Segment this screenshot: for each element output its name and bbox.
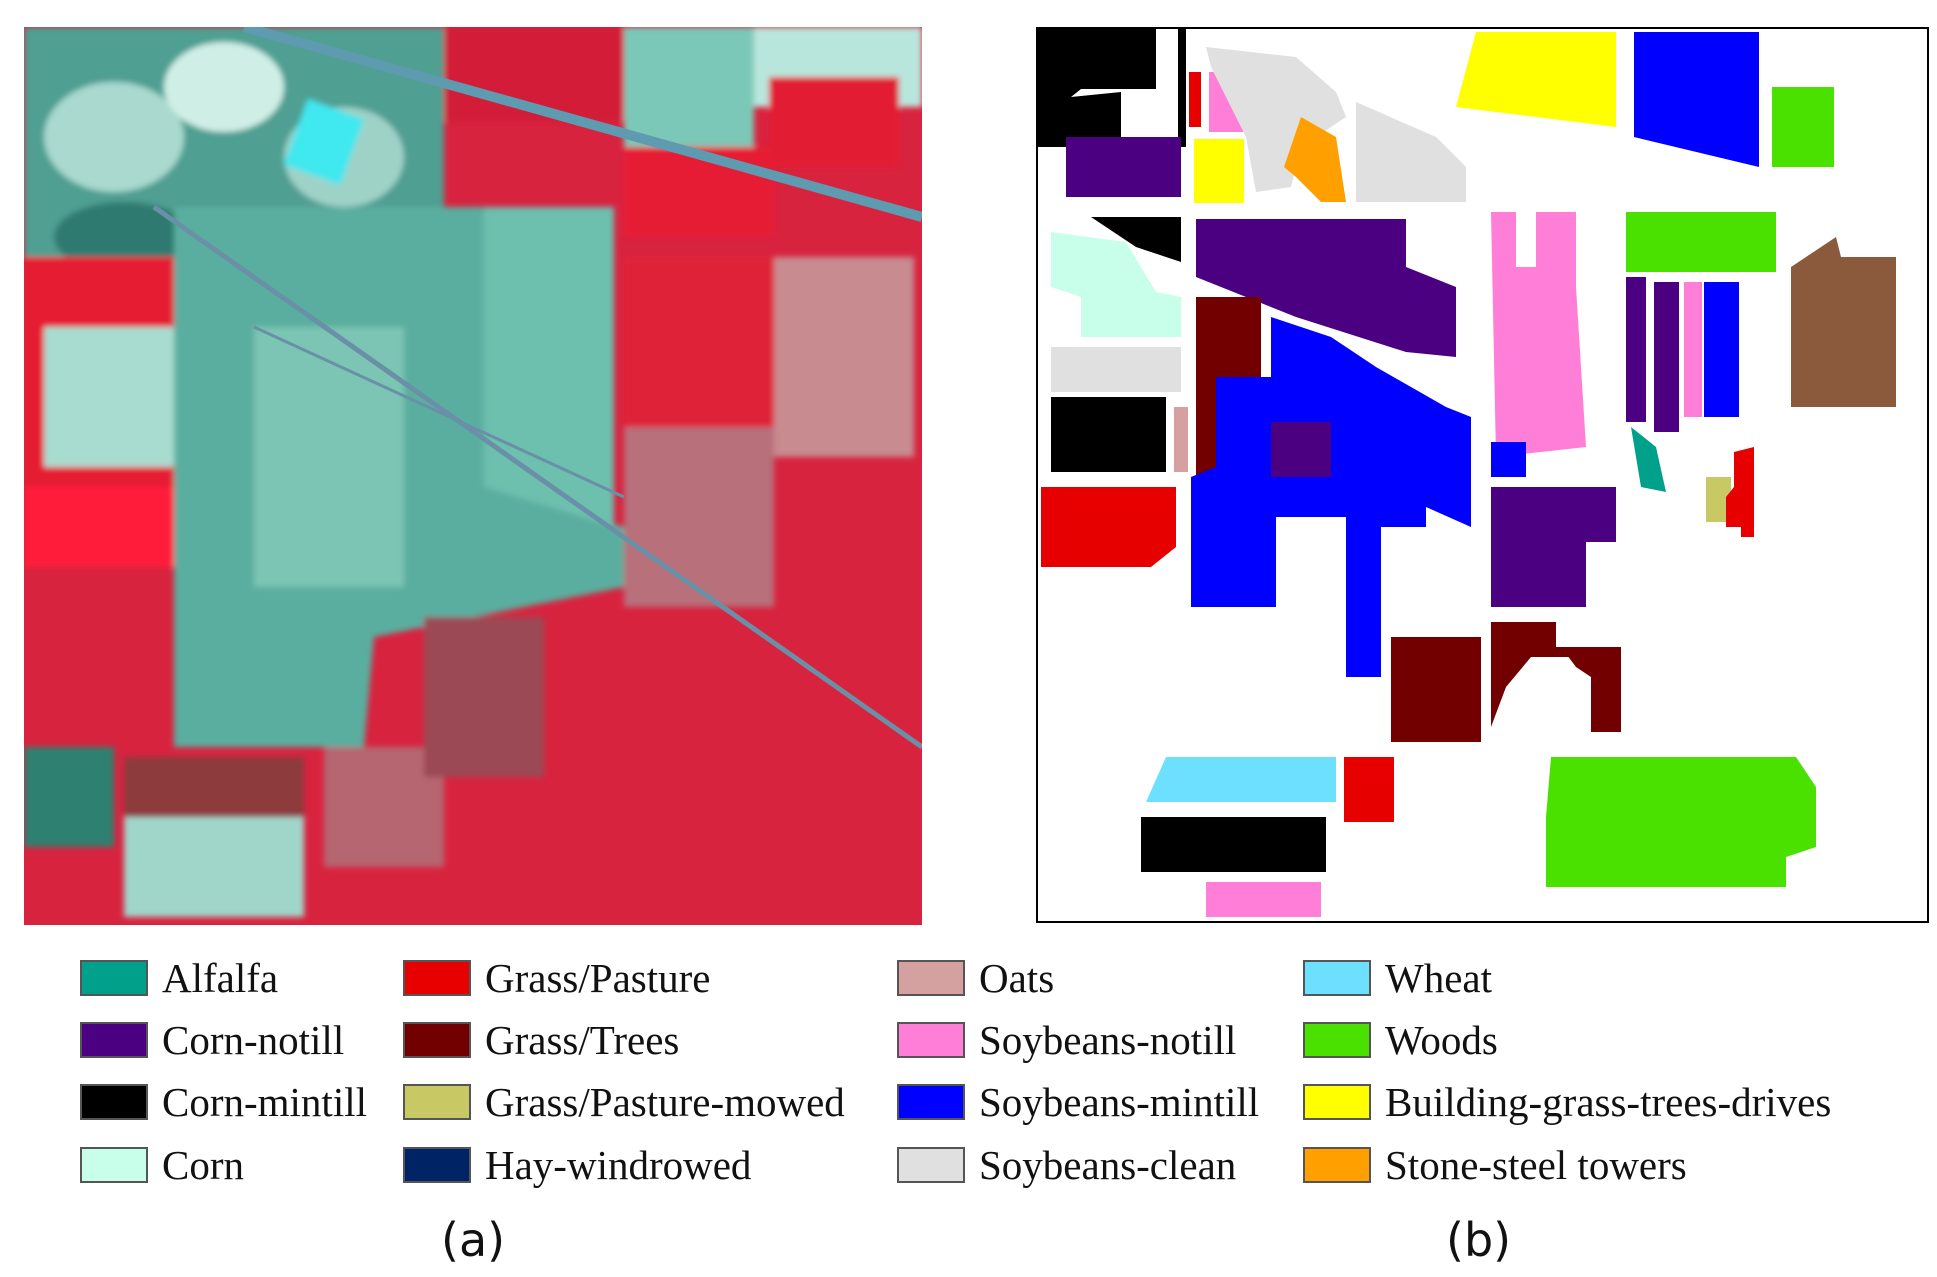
legend-item: Building-grass-trees-drives [1303, 1080, 1831, 1124]
legend-swatch [403, 960, 471, 996]
class-region-soybeans-mintill [1191, 317, 1471, 677]
legend-item: Soybeans-clean [897, 1143, 1236, 1187]
legend-item: Soybeans-notill [897, 1018, 1236, 1062]
class-region-oats [1174, 407, 1188, 472]
legend-item: Corn-mintill [80, 1080, 367, 1124]
class-region-soybeans-clean [1206, 47, 1346, 192]
class-region-grass-pasture [1726, 447, 1754, 537]
class-region-corn-mintill [1038, 29, 1156, 89]
class-region-corn-mintill [1051, 397, 1166, 472]
legend-swatch [403, 1022, 471, 1058]
legend-label: Stone-steel towers [1385, 1141, 1687, 1188]
legend-swatch [897, 1147, 965, 1183]
legend-item: Hay-windrowed [403, 1143, 751, 1187]
class-region-corn-notill [1271, 422, 1331, 477]
legend-swatch [403, 1147, 471, 1183]
class-region-soybeans-notill [1206, 882, 1321, 917]
legend-label: Oats [979, 954, 1055, 1001]
class-region-grass-trees [1391, 637, 1481, 742]
class-region-corn-notill [1066, 137, 1181, 197]
class-region-soybeans-mintill [1704, 282, 1739, 417]
legend-label: Corn-mintill [162, 1078, 367, 1125]
legend-label: Building-grass-trees-drives [1385, 1078, 1832, 1125]
class-region-soybeans-notill [1684, 282, 1702, 417]
legend-label: Hay-windrowed [485, 1141, 752, 1188]
class-region-wheat [1146, 757, 1336, 802]
legend-item: Stone-steel towers [1303, 1143, 1687, 1187]
legend-item: Grass/Pasture-mowed [403, 1080, 845, 1124]
legend-label: Grass/Pasture [485, 954, 711, 1001]
legend-label: Corn [162, 1141, 244, 1188]
class-region-corn-notill [1196, 219, 1456, 357]
class-region-soybeans-notill [1491, 212, 1586, 457]
legend-swatch [403, 1084, 471, 1120]
legend-label: Grass/Pasture-mowed [485, 1078, 845, 1125]
legend-swatch [1303, 960, 1371, 996]
class-region-corn-notill [1654, 282, 1679, 432]
legend-label: Corn-notill [162, 1016, 345, 1063]
legend-item: Corn-notill [80, 1018, 344, 1062]
legend-swatch [80, 1084, 148, 1120]
legend-label: Soybeans-clean [979, 1141, 1237, 1188]
class-region-grass-trees-brown [1791, 237, 1896, 407]
legend-label: Soybeans-notill [979, 1016, 1237, 1063]
class-region-grass-pasture [1344, 757, 1394, 822]
caption-a: (a) [441, 1213, 506, 1267]
legend-label: Alfalfa [162, 954, 279, 1001]
legend-swatch [897, 960, 965, 996]
legend-swatch [80, 960, 148, 996]
class-region-soybeans-mintill [1634, 32, 1759, 167]
class-region-soybeans-mintill [1626, 277, 1646, 422]
legend-item: Alfalfa [80, 956, 278, 1000]
class-region-woods [1772, 87, 1834, 167]
class-region-soybeans-clean [1356, 102, 1466, 202]
class-region-grass-trees [1491, 622, 1571, 727]
class-region-soybeans-mintill [1491, 442, 1526, 477]
class-region-corn-mintill [1141, 817, 1326, 872]
legend-item: Wheat [1303, 956, 1492, 1000]
legend-item: Corn [80, 1143, 244, 1187]
class-region-woods [1626, 212, 1776, 272]
ground-truth-map [1036, 27, 1929, 923]
class-region-corn-notill [1491, 487, 1616, 607]
class-region-building [1194, 139, 1244, 203]
legend-swatch [1303, 1022, 1371, 1058]
legend-swatch [897, 1084, 965, 1120]
legend-item: Soybeans-mintill [897, 1080, 1259, 1124]
legend-swatch [1303, 1084, 1371, 1120]
legend-label: Soybeans-mintill [979, 1078, 1260, 1125]
legend-label: Woods [1385, 1016, 1498, 1063]
caption-b: (b) [1446, 1213, 1512, 1267]
false-color-satellite-image [24, 27, 922, 925]
legend-item: Grass/Pasture [403, 956, 710, 1000]
legend-swatch [80, 1147, 148, 1183]
legend-item: Woods [1303, 1018, 1498, 1062]
legend-label: Grass/Trees [485, 1016, 680, 1063]
legend-label: Wheat [1385, 954, 1492, 1001]
legend-swatch [1303, 1147, 1371, 1183]
class-region-alfalfa [1631, 427, 1666, 492]
class-region-soybeans-clean [1051, 347, 1181, 392]
legend-swatch [897, 1022, 965, 1058]
class-region-building [1456, 32, 1616, 127]
legend-swatch [80, 1022, 148, 1058]
class-region-grass-trees [1561, 647, 1621, 732]
legend-item: Grass/Trees [403, 1018, 679, 1062]
class-region-grass-pasture [1041, 487, 1176, 567]
legend-item: Oats [897, 956, 1054, 1000]
class-region-corn [1051, 232, 1181, 337]
class-region-grass-pasture [1189, 72, 1201, 127]
class-region-stone-steel-towers [1284, 117, 1346, 202]
class-region-corn-mintill [1091, 217, 1181, 262]
class-region-woods [1546, 757, 1816, 887]
